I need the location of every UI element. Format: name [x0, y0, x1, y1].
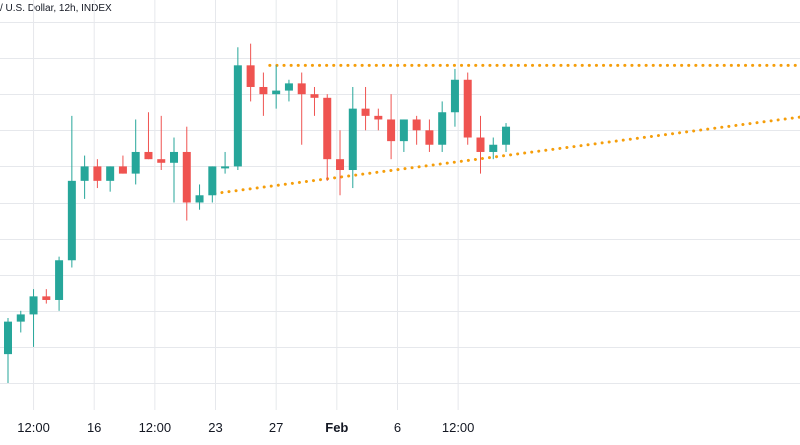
candle-body: [195, 195, 204, 203]
candle-body: [374, 115, 383, 120]
candle: [284, 79, 293, 102]
candle: [348, 86, 357, 189]
candle: [42, 289, 51, 304]
candle-body: [67, 180, 76, 261]
candle: [310, 86, 319, 116]
candle: [450, 68, 459, 127]
candle: [297, 72, 306, 145]
candle-body: [233, 65, 242, 167]
candle-body: [42, 296, 51, 300]
candle-body: [502, 126, 511, 145]
candle-body: [412, 119, 421, 131]
candle: [387, 94, 396, 160]
candle-body: [131, 151, 140, 174]
candle: [131, 119, 140, 185]
candle-body: [310, 94, 319, 98]
candle-body: [55, 260, 64, 300]
candle: [93, 159, 102, 189]
candle-layer: [4, 43, 511, 383]
candle: [259, 72, 268, 116]
candle-body: [336, 159, 345, 171]
candle: [323, 94, 332, 181]
x-tick-label: Feb: [325, 420, 348, 435]
candle-body: [93, 166, 102, 181]
candle: [399, 119, 408, 152]
candle: [412, 115, 421, 145]
candle: [106, 166, 115, 192]
x-tick-label: 12:00: [17, 420, 50, 435]
candle-body: [489, 144, 498, 152]
x-tick-label: 12:00: [442, 420, 475, 435]
candle-body: [170, 151, 179, 163]
candle-body: [4, 321, 12, 355]
candle-body: [118, 166, 127, 174]
candle-body: [144, 151, 153, 160]
candle: [489, 137, 498, 160]
chart-legend: / U.S. Dollar, 12h, INDEX: [0, 3, 112, 14]
candle: [438, 101, 447, 152]
candle: [233, 47, 242, 171]
candle-body: [272, 90, 281, 95]
candle-body: [246, 65, 255, 87]
x-axis: 12:00 16 12:00 23 27 Feb 6 12:00: [17, 420, 474, 435]
candle: [182, 126, 191, 221]
candle: [67, 115, 76, 268]
candle: [80, 155, 89, 199]
candle-body: [425, 130, 434, 145]
candle: [4, 318, 12, 383]
candle: [16, 310, 25, 333]
trend-line-support: [213, 115, 800, 195]
candle: [118, 155, 127, 174]
candle: [157, 115, 166, 171]
candle-body: [438, 112, 447, 145]
candle: [29, 289, 38, 347]
candle: [55, 256, 64, 311]
candle: [425, 119, 434, 152]
candle-body: [284, 83, 293, 91]
candle-body: [157, 159, 166, 163]
candle: [170, 137, 179, 203]
candle-body: [297, 83, 306, 95]
grid-layer: [0, 0, 800, 410]
candle: [476, 115, 485, 174]
candle: [336, 130, 345, 196]
candle-body: [221, 166, 230, 169]
candle-body: [361, 108, 370, 116]
candle-body: [348, 108, 357, 171]
candle-body: [182, 151, 191, 203]
candle-body: [387, 119, 396, 142]
trend-layer: [213, 63, 800, 195]
candle-body: [29, 296, 38, 315]
candle: [502, 123, 511, 152]
candle-body: [323, 97, 332, 160]
candle: [195, 184, 204, 210]
candle: [208, 166, 217, 203]
candle: [272, 65, 281, 109]
candle-body: [450, 79, 459, 113]
candle: [221, 151, 230, 174]
x-tick-label: 27: [269, 420, 283, 435]
candle-body: [463, 79, 472, 138]
candle: [374, 108, 383, 131]
candle: [144, 112, 153, 160]
candle: [361, 86, 370, 131]
x-tick-label: 12:00: [139, 420, 172, 435]
candle: [463, 72, 472, 145]
candle-body: [80, 166, 89, 181]
candle-body: [106, 166, 115, 181]
candle: [246, 43, 255, 102]
candle-body: [476, 137, 485, 152]
x-tick-label: 23: [208, 420, 222, 435]
x-tick-label: 16: [87, 420, 101, 435]
x-tick-label: 6: [394, 420, 401, 435]
candle-body: [259, 86, 268, 95]
candle-body: [16, 314, 25, 322]
candle-body: [208, 166, 217, 196]
candle-body: [399, 119, 408, 142]
